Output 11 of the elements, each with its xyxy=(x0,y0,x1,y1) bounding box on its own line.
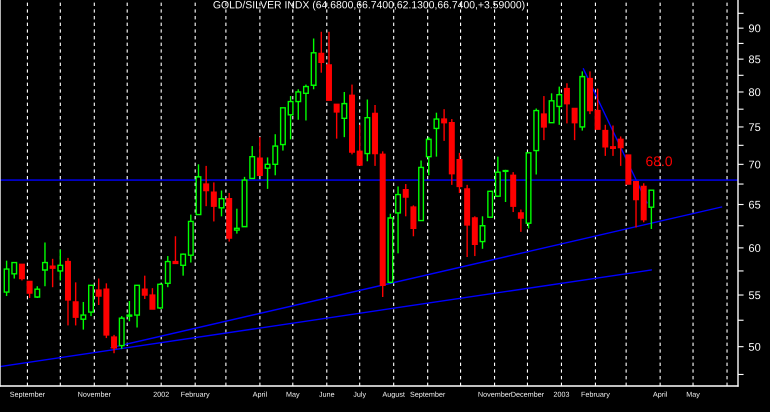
y-tick-label: 60 xyxy=(748,244,760,252)
y-tick-label: 90 xyxy=(748,24,760,32)
y-tick-label: 50 xyxy=(748,342,760,351)
y-tick-label: 80 xyxy=(748,88,760,96)
y-tick-label: 75 xyxy=(748,123,760,132)
ref-line-label: 68.0 xyxy=(646,156,672,166)
y-tick-label: 85 xyxy=(748,55,760,64)
y-tick-label: 55 xyxy=(748,291,760,300)
chart-title: GOLD/SILVER INDX (64.6800,66.7400,62.1300,66.7400,+3.59000) xyxy=(213,0,524,10)
y-tick-label: 70 xyxy=(748,160,760,168)
y-tick-label: 65 xyxy=(748,200,760,209)
